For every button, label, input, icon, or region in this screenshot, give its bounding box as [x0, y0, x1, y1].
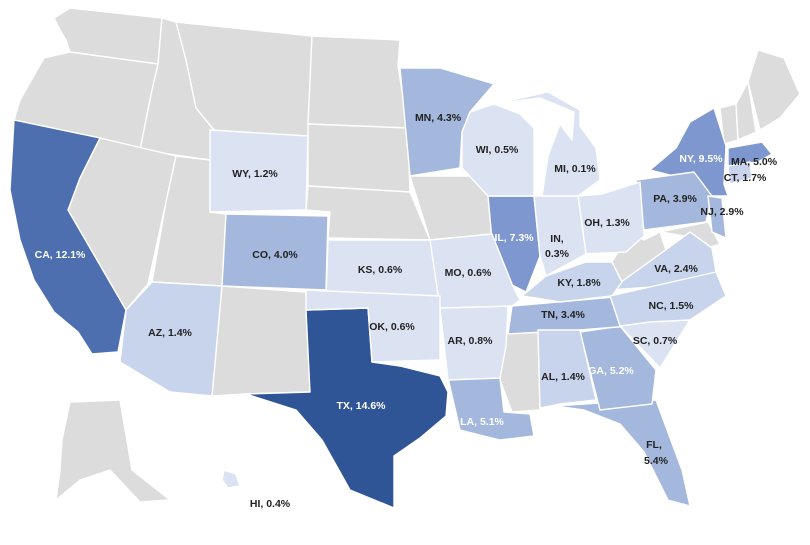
- state-ak: [55, 399, 171, 503]
- label-ct: CT, 1.7%: [724, 172, 767, 184]
- label-az: AZ, 1.4%: [148, 327, 192, 339]
- state-ky: [521, 261, 623, 303]
- label-mn: MN, 4.3%: [415, 112, 462, 124]
- label-co: CO, 4.0%: [252, 249, 298, 261]
- state-me: [747, 49, 801, 131]
- label-il: IL, 7.3%: [494, 232, 534, 244]
- state-sd: [307, 123, 411, 193]
- label-sc: SC, 0.7%: [633, 335, 678, 347]
- label-tx: TX, 14.6%: [336, 400, 386, 412]
- label-ar: AR, 0.8%: [448, 335, 494, 347]
- label-mi: MI, 0.1%: [554, 163, 596, 175]
- state-nh: [735, 81, 757, 141]
- label-nj: NJ, 2.9%: [700, 206, 744, 218]
- state-nd: [307, 35, 409, 129]
- state-nj: [707, 195, 727, 239]
- label-ca: CA, 12.1%: [35, 249, 86, 261]
- label-fl-value: 5.4%: [644, 455, 669, 467]
- label-va: VA, 2.4%: [654, 263, 698, 275]
- label-wy: WY, 1.2%: [232, 168, 278, 180]
- state-al: [537, 329, 597, 409]
- label-oh: OH, 1.3%: [584, 217, 630, 229]
- label-in-value: 0.3%: [545, 248, 570, 260]
- label-ma: MA, 5.0%: [731, 156, 778, 168]
- data-states: [9, 67, 773, 509]
- label-al: AL, 1.4%: [541, 371, 585, 383]
- state-ca: [9, 119, 127, 355]
- state-wi: [461, 103, 535, 197]
- state-la: [447, 377, 535, 441]
- label-ok: OK, 0.6%: [369, 321, 415, 333]
- state-ct: [727, 161, 753, 185]
- state-wy: [209, 129, 309, 213]
- state-labels: CA, 12.1% TX, 14.6% NY, 9.5% IL, 7.3% FL…: [35, 112, 778, 510]
- label-in: IN,: [550, 233, 564, 245]
- label-ky: KY, 1.8%: [557, 277, 601, 289]
- label-hi: HI, 0.4%: [250, 498, 291, 510]
- state-az: [119, 281, 223, 397]
- label-wi: WI, 0.5%: [476, 144, 519, 156]
- label-la: LA, 5.1%: [460, 416, 504, 428]
- state-nm: [211, 285, 311, 397]
- no-data-states: [13, 7, 801, 503]
- label-pa: PA, 3.9%: [653, 193, 697, 205]
- state-fl: [553, 399, 691, 507]
- state-ma: [727, 141, 773, 167]
- label-nc: NC, 1.5%: [649, 300, 695, 312]
- label-ny: NY, 9.5%: [679, 153, 723, 165]
- state-ok: [305, 289, 441, 363]
- label-mo: MO, 0.6%: [445, 267, 492, 279]
- label-ks: KS, 0.6%: [358, 264, 403, 276]
- label-fl: FL,: [646, 439, 662, 451]
- state-mi: [493, 91, 601, 197]
- label-tn: TN, 3.4%: [541, 309, 585, 321]
- label-ga: GA, 5.2%: [588, 365, 634, 377]
- state-sc: [619, 319, 691, 369]
- state-hi: [221, 469, 241, 489]
- state-tx: [245, 307, 449, 509]
